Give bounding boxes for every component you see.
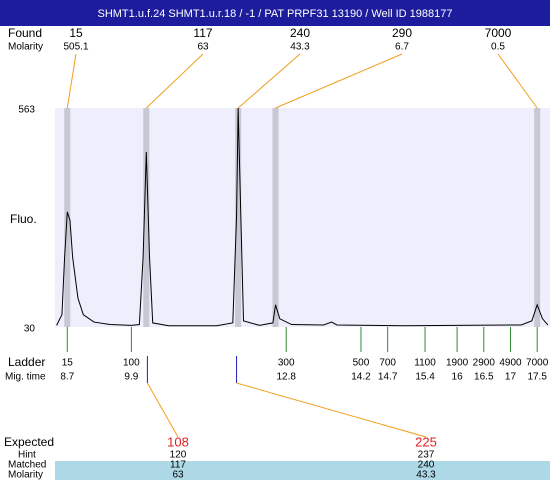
peak-band	[534, 108, 541, 327]
matched-label: Matched	[8, 460, 46, 471]
title: SHMT1.u.f.24 SHMT1.u.r.18 / -1 / PAT PRP…	[97, 8, 452, 20]
found-size: 240	[290, 26, 310, 40]
ladder-time: 12.8	[276, 372, 296, 383]
ladder-time: 17.5	[527, 372, 547, 383]
expected-size: 225	[415, 434, 437, 449]
ladder-size: 100	[123, 358, 140, 369]
found-molarity-label: Molarity	[8, 42, 43, 53]
found-size: 290	[392, 26, 412, 40]
ladder-label: Ladder	[8, 355, 45, 369]
ladder-time: 16.5	[474, 372, 494, 383]
hint-value: 120	[170, 450, 187, 461]
matched-value: 117	[170, 460, 186, 471]
ladder-size: 15	[62, 358, 74, 369]
ladder-size: 500	[353, 358, 370, 369]
found-molarity: 43.3	[290, 42, 310, 53]
y-axis-label: Fluo.	[10, 212, 37, 226]
found-molarity: 505.1	[63, 42, 88, 53]
peak-band	[235, 108, 242, 327]
peak-connector	[145, 53, 204, 109]
peak-band	[143, 108, 150, 327]
ladder-size: 7000	[526, 358, 549, 369]
expected-connector	[236, 382, 427, 438]
hint-value: 237	[418, 450, 435, 461]
plot-area	[55, 108, 550, 327]
hint-label: Hint	[18, 450, 36, 461]
expected-label: Expected	[4, 435, 54, 449]
found-molarity: 63	[197, 42, 209, 53]
title-bar	[0, 0, 550, 26]
ladder-time-label: Mig. time	[5, 372, 46, 383]
ladder-time: 14.7	[378, 372, 398, 383]
ladder-time: 14.2	[351, 372, 371, 383]
y-tick-label: 563	[18, 105, 35, 116]
found-molarity: 6.7	[395, 42, 409, 53]
ladder-time: 16	[452, 372, 464, 383]
matched-band	[55, 461, 550, 480]
ladder-size: 2900	[473, 358, 496, 369]
found-molarity: 0.5	[491, 42, 505, 53]
ladder-size: 700	[379, 358, 396, 369]
trace	[56, 107, 549, 327]
ladder-size: 300	[278, 358, 295, 369]
peak-band	[272, 108, 279, 327]
molarity-value: 43.3	[416, 470, 436, 480]
peak-connector	[275, 53, 403, 109]
peak-connector	[66, 53, 77, 109]
peak-connector	[497, 53, 538, 109]
ladder-time: 17	[505, 372, 517, 383]
ladder-size: 4900	[499, 358, 522, 369]
found-size: 15	[69, 26, 83, 40]
found-size: 7000	[485, 26, 512, 40]
y-tick-label: 30	[24, 324, 36, 335]
ladder-time: 9.9	[124, 372, 138, 383]
ladder-time: 8.7	[60, 372, 74, 383]
molarity-label: Molarity	[8, 470, 43, 480]
ladder-size: 1100	[414, 358, 436, 369]
expected-size: 108	[167, 434, 189, 449]
found-size: 117	[193, 26, 212, 40]
ladder-size: 1900	[446, 358, 469, 369]
found-label: Found	[8, 26, 42, 40]
expected-connector	[146, 382, 179, 438]
ladder-time: 15.4	[415, 372, 435, 383]
matched-value: 240	[418, 460, 435, 471]
peak-connector	[237, 53, 301, 109]
molarity-value: 63	[172, 470, 184, 480]
